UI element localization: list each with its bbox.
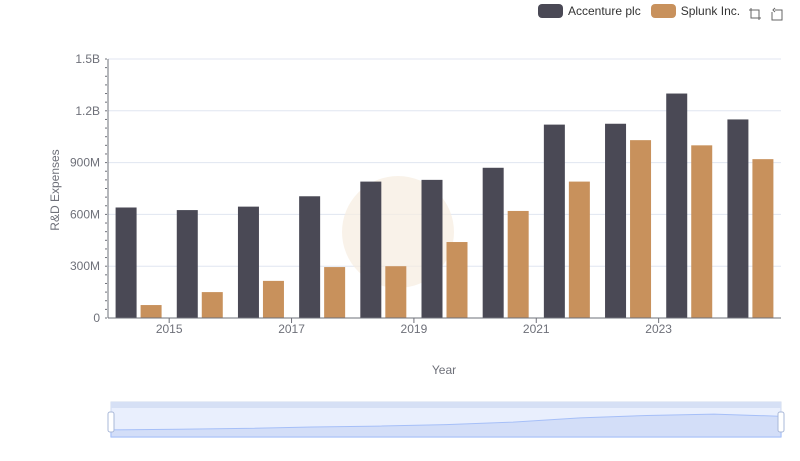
x-tick-label: 2017 <box>278 322 305 336</box>
y-tick-label: 1.5B <box>75 52 100 66</box>
bar[interactable] <box>360 181 382 318</box>
bar[interactable] <box>605 123 627 318</box>
legend-item-accenture[interactable]: Accenture plc <box>538 4 641 18</box>
bar[interactable] <box>421 179 443 318</box>
bar[interactable] <box>543 124 565 318</box>
bars <box>115 93 774 319</box>
bar[interactable] <box>115 207 137 318</box>
restore-icon[interactable] <box>770 7 784 21</box>
x-axis: 2015 2017 2019 2021 2023 <box>108 317 781 336</box>
legend-label: Splunk Inc. <box>680 4 741 18</box>
bar[interactable] <box>507 210 529 318</box>
x-tick-label: 2023 <box>645 322 672 336</box>
zoom-preview-line <box>110 413 782 438</box>
toolbox <box>748 7 784 21</box>
y-tick-label: 900M <box>70 156 100 170</box>
bar[interactable] <box>691 145 713 318</box>
y-axis-ticks: 0 300M 600M 900M 1.2B 1.5B <box>70 52 109 325</box>
bar[interactable] <box>727 119 749 318</box>
data-zoom-slider[interactable] <box>107 401 785 438</box>
x-axis-title: Year <box>432 363 456 377</box>
bar[interactable] <box>482 167 504 318</box>
legend-item-splunk[interactable]: Splunk Inc. <box>650 4 741 18</box>
bar[interactable] <box>140 305 162 318</box>
legend: Accenture plc Splunk Inc. <box>538 4 740 18</box>
legend-label: Accenture plc <box>568 4 641 18</box>
legend-swatch <box>538 4 563 18</box>
bar[interactable] <box>324 267 346 318</box>
bar[interactable] <box>630 140 652 318</box>
bar[interactable] <box>262 280 284 318</box>
bar[interactable] <box>752 159 774 318</box>
bar[interactable] <box>237 206 259 318</box>
y-tick-label: 0 <box>93 311 100 325</box>
bar[interactable] <box>666 93 688 319</box>
y-axis-title: R&D Expenses <box>48 149 62 230</box>
y-tick-label: 1.2B <box>75 104 100 118</box>
x-tick-label: 2015 <box>156 322 183 336</box>
bar[interactable] <box>568 181 590 318</box>
x-tick-label: 2019 <box>401 322 428 336</box>
x-tick-label: 2021 <box>523 322 550 336</box>
zoom-top-bar <box>111 402 781 408</box>
y-tick-label: 300M <box>70 259 100 273</box>
bar[interactable] <box>446 242 468 318</box>
bar[interactable] <box>201 292 223 318</box>
bar[interactable] <box>176 210 198 318</box>
legend-swatch <box>650 4 676 18</box>
bar[interactable] <box>299 196 321 318</box>
zoom-right-handle[interactable] <box>777 411 785 433</box>
y-tick-label: 600M <box>70 207 100 221</box>
bar[interactable] <box>385 266 407 318</box>
zoom-icon[interactable] <box>748 7 762 21</box>
zoom-left-handle[interactable] <box>107 411 115 433</box>
